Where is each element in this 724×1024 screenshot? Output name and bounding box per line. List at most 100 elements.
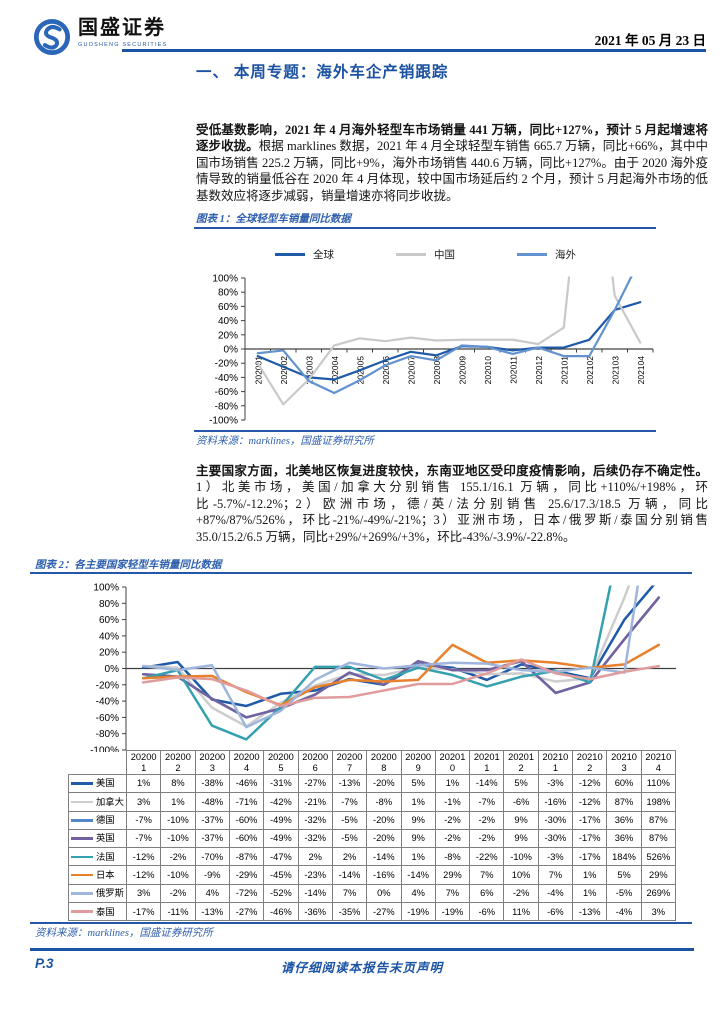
header-divider <box>122 49 706 52</box>
table-value-cell: -7% <box>125 810 162 830</box>
table-value-cell: -2% <box>160 883 196 904</box>
table-value-cell: -11% <box>160 902 196 922</box>
table-value-cell: -30% <box>537 810 574 830</box>
svg-text:202008: 202008 <box>432 356 442 385</box>
table-value-cell: -8% <box>434 847 471 867</box>
series-line-德国 <box>141 596 661 719</box>
table-month-header: 20200 2 <box>160 750 196 775</box>
paragraph-1-body: 根据 marklines 数据，2021 年 4 月全球轻型车销售 665.7 … <box>196 139 708 203</box>
table-value-cell: -49% <box>263 828 299 849</box>
svg-text:-40%: -40% <box>215 373 238 384</box>
table-month-header: 20210 1 <box>537 750 574 775</box>
svg-text:60%: 60% <box>99 615 119 626</box>
table-value-cell: -72% <box>228 883 265 904</box>
svg-text:202101: 202101 <box>559 356 569 385</box>
svg-text:202104: 202104 <box>636 356 646 385</box>
table-value-cell: 60% <box>606 773 642 794</box>
svg-text:20%: 20% <box>99 648 119 659</box>
legend-line-swatch <box>71 818 93 822</box>
table-value-cell: 4% <box>194 883 230 904</box>
svg-text:80%: 80% <box>99 599 119 610</box>
table-month-header: 20210 4 <box>640 750 677 775</box>
table-month-header: 20201 2 <box>503 750 539 775</box>
table-value-cell: 3% <box>125 792 162 812</box>
table-value-cell: -7% <box>331 792 368 812</box>
table-value-cell: 87% <box>606 792 642 812</box>
table-row-英国: 英国 -7% -10% -37% -60% -49% -32% -5% -20% 9% -2% -2%… <box>68 828 677 849</box>
table-value-cell: -2% <box>434 810 471 830</box>
table-value-cell: -60% <box>228 810 265 830</box>
table-value-cell: -17% <box>572 847 608 867</box>
svg-text:100%: 100% <box>93 583 119 594</box>
paragraph-1: 受低基数影响，2021 年 4 月海外轻型车市场销量 441 万辆，同比+127… <box>196 122 708 204</box>
svg-text:0%: 0% <box>105 664 120 675</box>
legend-line-swatch <box>71 800 93 804</box>
report-date: 2021 年 05 月 23 日 <box>594 33 706 48</box>
svg-text:0%: 0% <box>224 345 239 356</box>
table-value-cell: -46% <box>228 773 265 794</box>
table-value-cell: -13% <box>194 902 230 922</box>
series-line-中国 <box>256 276 642 406</box>
table-value-cell: -6% <box>503 792 539 812</box>
table-value-cell: 6% <box>469 883 505 904</box>
table-corner-cell <box>69 751 127 775</box>
svg-text:202002: 202002 <box>279 356 289 385</box>
svg-text:-80%: -80% <box>215 401 238 412</box>
table-value-cell: -20% <box>366 810 402 830</box>
svg-text:40%: 40% <box>218 316 238 327</box>
table-value-cell: -14% <box>469 773 505 794</box>
svg-text:100%: 100% <box>212 274 238 285</box>
series-line-泰国 <box>141 658 661 708</box>
table-value-cell: 3% <box>125 883 162 904</box>
table-value-cell: -17% <box>125 902 162 922</box>
table-value-cell: 198% <box>640 792 677 812</box>
line-chart-plot: -100% -80% -60% -40% -20% 0% 20% 40% 60% 80% 100% <box>90 583 676 752</box>
footer-disclaimer: 请仔细阅读本报告末页声明 <box>280 961 443 975</box>
table-value-cell: 9% <box>400 828 436 849</box>
brand-logo: 国盛证券 GUOSHENG SECURITIES <box>33 18 167 56</box>
table-value-cell: -46% <box>263 902 299 922</box>
table-value-cell: -10% <box>160 810 196 830</box>
table-value-cell: -3% <box>537 847 574 867</box>
table-value-cell: 87% <box>640 810 677 830</box>
table-value-cell: -19% <box>434 902 471 922</box>
table-value-cell: 5% <box>400 773 436 794</box>
table-value-cell: -3% <box>537 773 574 794</box>
table-value-cell: -30% <box>537 828 574 849</box>
table-value-cell: 1% <box>434 773 471 794</box>
table-value-cell: 1% <box>160 792 196 812</box>
table-value-cell: 9% <box>503 810 539 830</box>
table-value-cell: 8% <box>160 773 196 794</box>
svg-text:202006: 202006 <box>381 356 391 385</box>
footer-page-number: P.3 <box>35 956 54 971</box>
table-value-cell: -31% <box>263 773 299 794</box>
table-value-cell: 7% <box>537 865 574 885</box>
table-value-cell: -5% <box>331 828 368 849</box>
table-value-cell: 1% <box>572 883 608 904</box>
table-month-header: 20200 4 <box>228 750 265 775</box>
table-series-key: 泰国 <box>68 902 127 922</box>
series-name: 德国 <box>96 815 115 826</box>
series-name: 俄罗斯 <box>96 888 124 899</box>
table-value-cell: -13% <box>331 773 368 794</box>
table-value-cell: -38% <box>194 773 230 794</box>
table-value-cell: 269% <box>640 883 677 904</box>
series-name: 法国 <box>96 851 115 862</box>
table-value-cell: 184% <box>606 847 642 867</box>
table-month-header: 20201 0 <box>434 750 471 775</box>
table-value-cell: -16% <box>366 865 402 885</box>
table-value-cell: -27% <box>297 773 333 794</box>
table-value-cell: 1% <box>125 773 162 794</box>
table-series-key: 美国 <box>68 773 127 794</box>
table-value-cell: 1% <box>400 847 436 867</box>
table-series-key: 日本 <box>68 865 127 885</box>
table-value-cell: -5% <box>331 810 368 830</box>
svg-text:202011: 202011 <box>508 356 518 384</box>
legend-item-中国: 中国 <box>396 247 455 262</box>
legend-label: 中国 <box>434 250 455 261</box>
table-value-cell: 1% <box>572 865 608 885</box>
table-month-header: 20210 3 <box>606 750 642 775</box>
table-value-cell: -7% <box>125 828 162 849</box>
table-series-key: 俄罗斯 <box>68 883 127 904</box>
svg-text:-80%: -80% <box>96 729 119 740</box>
